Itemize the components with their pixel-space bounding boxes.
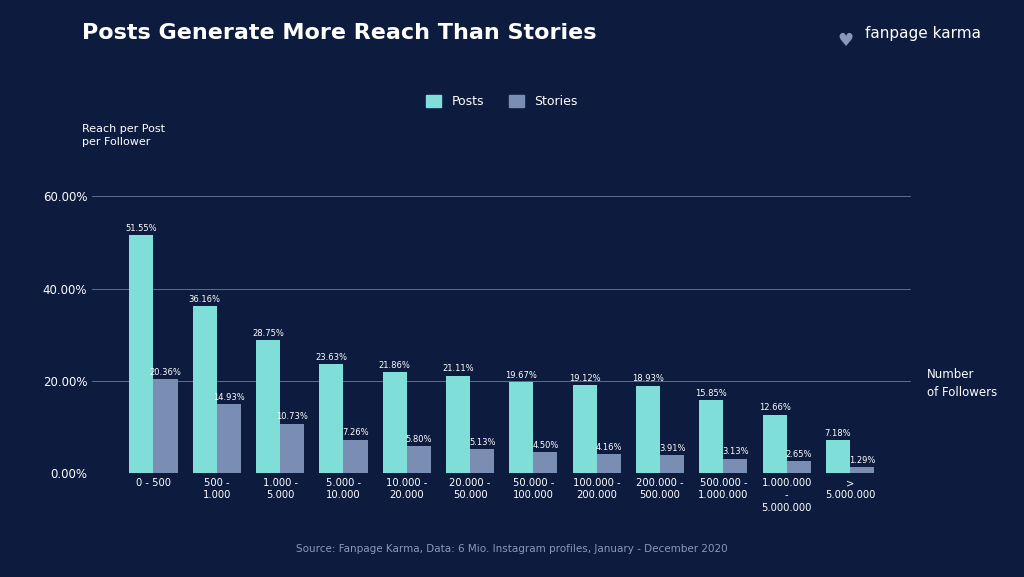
Text: 2.65%: 2.65% [785, 449, 812, 459]
Text: 20.36%: 20.36% [150, 368, 181, 377]
Bar [446, 376, 470, 473]
Text: 21.11%: 21.11% [442, 365, 474, 373]
Text: 3.13%: 3.13% [722, 447, 749, 456]
Text: 28.75%: 28.75% [252, 329, 284, 338]
Bar [763, 415, 786, 473]
Text: Reach per Post
per Follower: Reach per Post per Follower [82, 124, 165, 147]
Bar [154, 379, 177, 473]
Bar [407, 447, 431, 473]
Text: 5.80%: 5.80% [406, 435, 432, 444]
Text: 10.73%: 10.73% [276, 413, 308, 421]
Text: 19.67%: 19.67% [506, 371, 538, 380]
Bar [660, 455, 684, 473]
Text: 7.26%: 7.26% [342, 428, 369, 437]
Legend: Posts, Stories: Posts, Stories [426, 95, 578, 108]
Bar [699, 400, 723, 473]
Text: 12.66%: 12.66% [759, 403, 791, 413]
Bar [636, 386, 660, 473]
Text: 5.13%: 5.13% [469, 438, 496, 447]
Text: 7.18%: 7.18% [824, 429, 851, 438]
Text: 3.91%: 3.91% [658, 444, 685, 453]
Text: Source: Fanpage Karma, Data: 6 Mio. Instagram profiles, January - December 2020: Source: Fanpage Karma, Data: 6 Mio. Inst… [296, 544, 728, 554]
Text: 21.86%: 21.86% [379, 361, 411, 370]
Text: 14.93%: 14.93% [213, 393, 245, 402]
Text: 4.16%: 4.16% [596, 443, 622, 452]
Bar [850, 467, 874, 473]
Bar [217, 404, 241, 473]
Bar [193, 306, 217, 473]
Text: 1.29%: 1.29% [849, 456, 876, 465]
Text: 4.50%: 4.50% [532, 441, 559, 450]
Text: Posts Generate More Reach Than Stories: Posts Generate More Reach Than Stories [82, 23, 596, 43]
Text: fanpage karma: fanpage karma [865, 26, 981, 41]
Bar [343, 440, 368, 473]
Bar [786, 461, 811, 473]
Text: 36.16%: 36.16% [188, 295, 221, 304]
Text: ♥: ♥ [838, 32, 854, 50]
Text: Number
of Followers: Number of Followers [927, 368, 997, 399]
Bar [723, 459, 748, 473]
Bar [383, 372, 407, 473]
Text: 23.63%: 23.63% [315, 353, 347, 362]
Bar [534, 452, 557, 473]
Text: 19.12%: 19.12% [569, 373, 600, 383]
Bar [470, 449, 495, 473]
Bar [319, 364, 343, 473]
Text: 15.85%: 15.85% [695, 389, 727, 398]
Bar [597, 454, 621, 473]
Bar [129, 235, 154, 473]
Text: 51.55%: 51.55% [126, 224, 158, 233]
Bar [281, 424, 304, 473]
Bar [509, 383, 534, 473]
Text: 18.93%: 18.93% [632, 374, 664, 384]
Bar [256, 340, 281, 473]
Bar [826, 440, 850, 473]
Bar [572, 385, 597, 473]
